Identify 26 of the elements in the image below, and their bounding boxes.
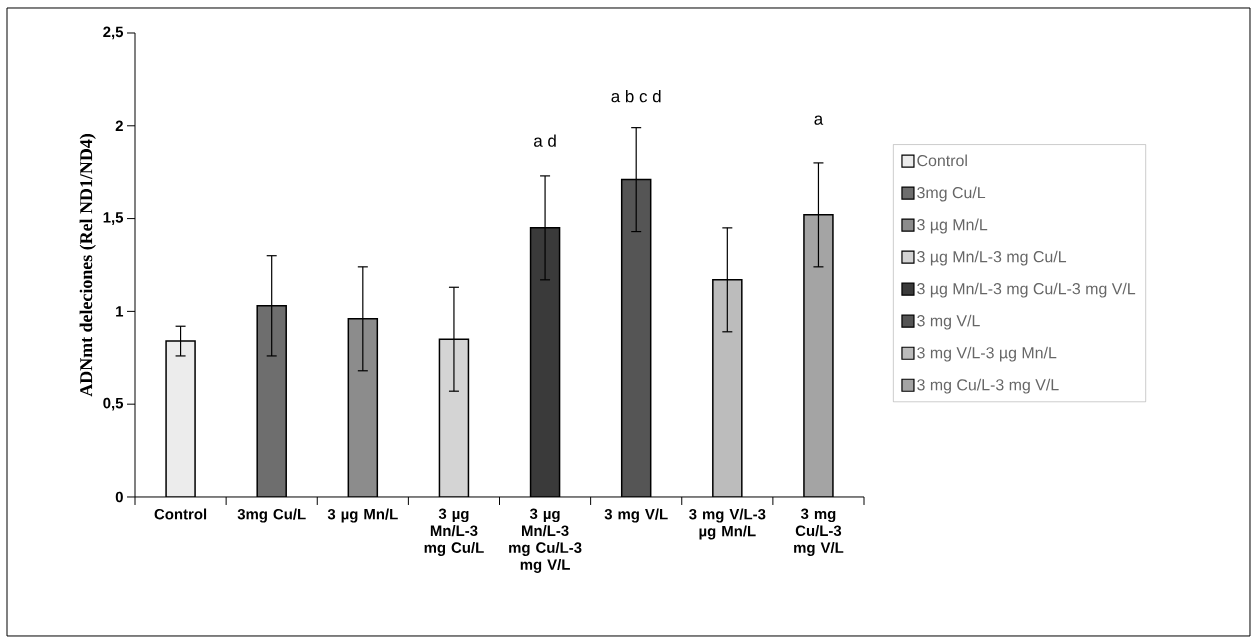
x-tick-label: 3 µg Mn/L-3 mg Cu/L — [424, 508, 484, 556]
x-tick-label: 3 mg Cu/L-3 mg V/L — [794, 508, 844, 556]
annotation: a — [814, 115, 824, 125]
legend-label: 3 µg Mn/L-3 mg Cu/L — [917, 250, 1067, 266]
legend-label: 3mg Cu/L — [917, 186, 986, 202]
x-tick-label: 3 µg Mn/L — [327, 508, 398, 523]
x-tick-label: 3 µg Mn/L-3 mg Cu/L-3 mg V/L — [509, 508, 582, 573]
x-tick-label: Control — [154, 508, 207, 520]
annotation: a d — [534, 134, 556, 147]
x-tick-label: 3 mg V/L-3 µg Mn/L — [689, 508, 766, 540]
y-tick-label: 1 — [116, 306, 124, 317]
annotation: a b c d — [611, 89, 661, 103]
y-tick-label: 1,5 — [103, 212, 124, 225]
legend-label: 3 mg V/L — [917, 314, 980, 330]
legend-label: 3 µg Mn/L — [917, 218, 988, 234]
legend-label: 3 mg Cu/L-3 mg V/L — [917, 378, 1059, 394]
legend-label: Control — [917, 154, 967, 167]
x-tick-label: 3mg Cu/L — [237, 508, 306, 523]
y-tick-label: 2,5 — [103, 26, 124, 40]
x-tick-label: 3 mg V/L — [604, 508, 668, 523]
legend-label: 3 mg V/L-3 µg Mn/L — [917, 346, 1057, 362]
y-tick-label: 0 — [115, 491, 123, 503]
y-tick-label: 2 — [115, 120, 123, 131]
legend-label: 3 µg Mn/L-3 mg Cu/L-3 mg V/L — [917, 282, 1136, 298]
y-tick-label: 0,5 — [103, 397, 124, 411]
y-axis-title: ADNmt deleciones (Rel ND1/ND4) — [79, 134, 96, 397]
